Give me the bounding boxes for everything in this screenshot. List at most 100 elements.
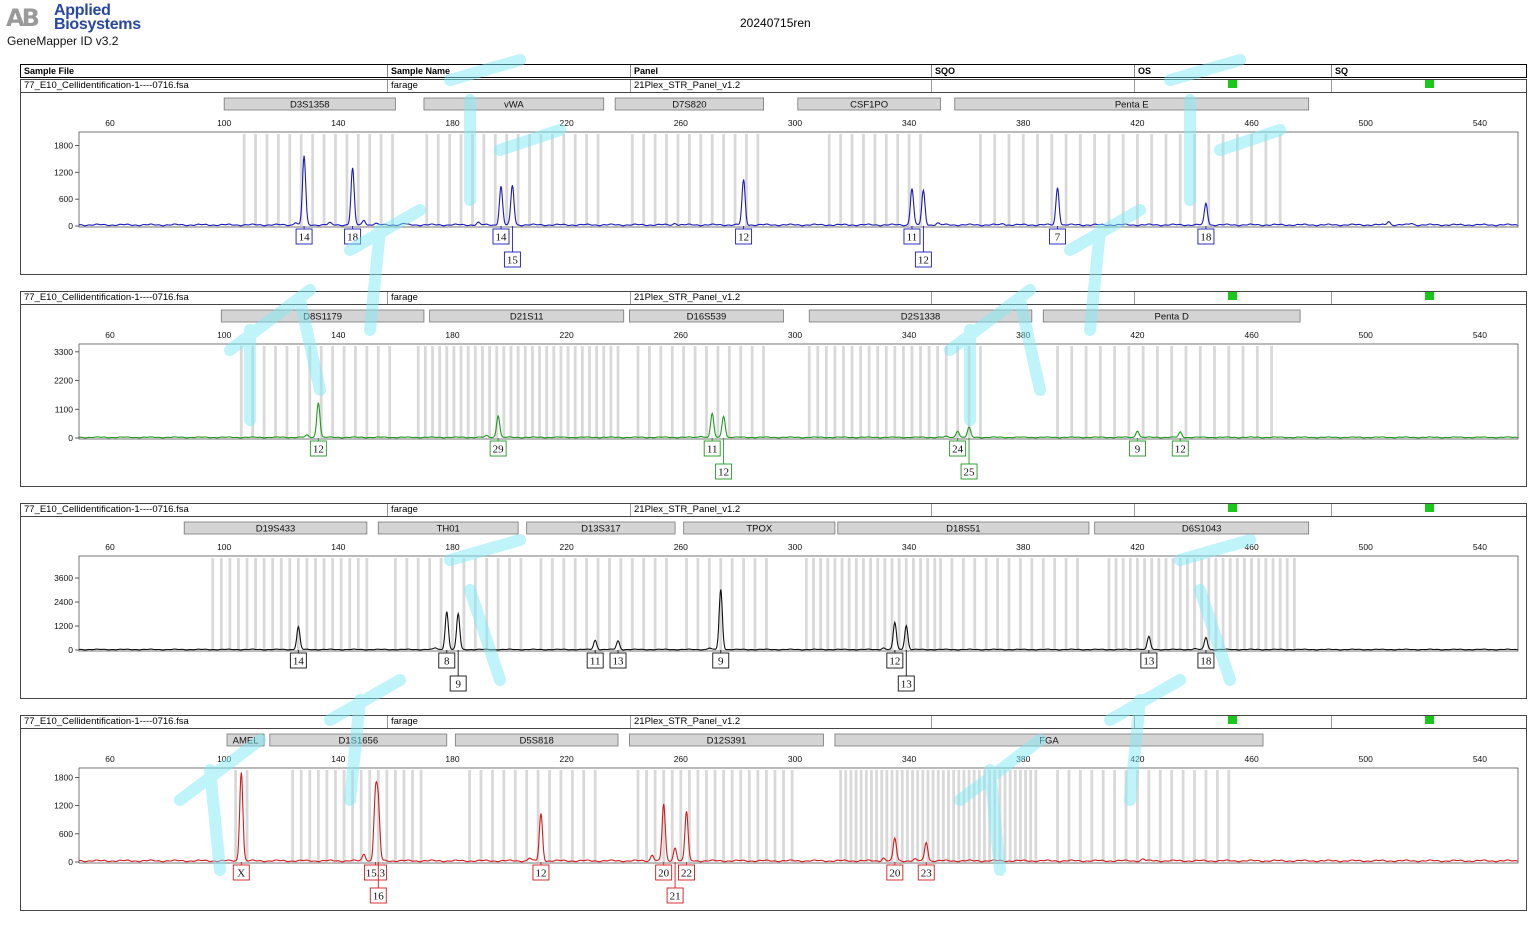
allele-bin — [876, 346, 880, 438]
allele-bin — [630, 134, 634, 226]
allele-bin — [473, 346, 477, 438]
allele-bin — [782, 770, 785, 862]
x-tick-label: 540 — [1473, 754, 1487, 764]
allele-bin — [983, 770, 986, 862]
allele-bin — [642, 558, 646, 650]
allele-bin — [682, 346, 686, 438]
allele-bin — [996, 558, 999, 650]
electropherogram-plot-blue[interactable]: D3S1358 vWA D7S820 CSF1PO Penta E60 100 140 180… — [21, 80, 1528, 276]
allele-bin — [342, 346, 346, 438]
electropherogram-plot-black[interactable]: D19S433 TH01 D13S317 TPOX D18S51 D6S1043 60 100… — [21, 504, 1528, 700]
allele-bin — [562, 558, 566, 650]
allele-bin — [1264, 558, 1268, 650]
column-divider — [387, 65, 388, 77]
allele-bin — [519, 558, 523, 650]
allele-bin — [807, 346, 811, 438]
allele-bin — [1084, 346, 1088, 438]
allele-bin — [468, 770, 472, 862]
allele-bin — [653, 134, 657, 226]
allele-bin — [488, 346, 491, 438]
allele-bin — [862, 134, 865, 226]
allele-label: 12 — [1175, 444, 1186, 456]
allele-bin — [679, 770, 683, 862]
allele-label: 12 — [738, 232, 749, 244]
marker-label: vWA — [504, 100, 524, 111]
plot-area — [78, 767, 1519, 864]
allele-bin — [596, 134, 600, 226]
allele-label: 18 — [1200, 232, 1212, 244]
marker-label: D7S820 — [672, 100, 706, 111]
allele-bin — [322, 134, 326, 226]
electropherogram-plot-green[interactable]: D8S1179 D21S11 D16S539 D2S1338 Penta D 60 100 1… — [21, 292, 1528, 488]
allele-bin — [897, 558, 901, 650]
column-header-panel[interactable]: Panel — [634, 66, 659, 76]
allele-bin — [1193, 558, 1196, 650]
allele-bin — [288, 134, 292, 226]
allele-bin — [262, 558, 266, 650]
allele-bin — [699, 134, 703, 226]
allele-bin — [425, 134, 429, 226]
allele-bin — [559, 346, 563, 438]
allele-bin — [912, 558, 915, 650]
allele-bin — [910, 346, 914, 438]
allele-bin — [365, 346, 369, 438]
allele-box — [712, 652, 730, 669]
allele-bin — [596, 558, 600, 650]
allele-bin — [245, 770, 249, 862]
allele-bin — [322, 558, 326, 650]
logo-line-1: Applied — [54, 2, 111, 19]
allele-bin — [237, 558, 240, 650]
column-header-sample-file[interactable]: Sample File — [24, 66, 75, 76]
allele-bin — [356, 134, 360, 226]
x-tick-label: 140 — [331, 754, 345, 764]
allele-bin — [642, 134, 646, 226]
x-tick-label: 140 — [331, 542, 345, 552]
electropherogram-plot-red[interactable]: AMEL D1S1656 D5S818 D12S391 FGA 60 100 140 180 22… — [21, 716, 1528, 912]
allele-bin — [516, 134, 520, 226]
y-tick-label: 0 — [68, 221, 73, 231]
column-header-sample-name[interactable]: Sample Name — [391, 66, 451, 76]
allele-bin — [730, 558, 734, 650]
allele-bin — [707, 558, 711, 650]
allele-bin — [445, 346, 449, 438]
allele-bin — [394, 558, 397, 650]
allele-bin — [1013, 770, 1017, 862]
x-tick-label: 420 — [1130, 118, 1144, 128]
allele-bin — [552, 346, 556, 438]
allele-bin — [339, 558, 343, 650]
allele-bin — [368, 770, 372, 862]
allele-bin — [308, 346, 312, 438]
allele-label: 13 — [1143, 656, 1155, 668]
y-tick-label: 3600 — [54, 573, 73, 583]
column-header-os[interactable]: OS — [1138, 66, 1152, 76]
allele-bin — [1053, 558, 1057, 650]
allele-bin — [550, 558, 554, 650]
allele-bin — [385, 770, 389, 862]
allele-bin — [359, 770, 363, 862]
allele-bin — [812, 558, 815, 650]
allele-bin — [662, 770, 666, 862]
allele-bin — [833, 558, 837, 650]
allele-bin — [516, 346, 520, 438]
column-header-sq[interactable]: SQ — [1335, 66, 1349, 76]
allele-bin — [952, 770, 956, 862]
allele-bin — [941, 770, 945, 862]
allele-bin — [1136, 558, 1139, 650]
allele-bin — [844, 770, 848, 862]
allele-bin — [944, 346, 948, 438]
allele-bin — [998, 770, 1002, 862]
x-tick-label: 500 — [1359, 754, 1373, 764]
column-header-sqo[interactable]: SQO — [935, 66, 956, 76]
allele-bin — [1029, 770, 1033, 862]
allele-box — [678, 864, 695, 881]
allele-bin — [1067, 770, 1071, 862]
allele-bin — [1008, 770, 1012, 862]
allele-bin — [1200, 558, 1204, 650]
allele-label: 11 — [907, 232, 918, 244]
x-tick-label: 420 — [1130, 542, 1144, 552]
marker-label: D12S391 — [707, 736, 747, 747]
allele-bin — [906, 770, 909, 862]
allele-bin — [388, 346, 392, 438]
allele-bin — [1064, 558, 1068, 650]
y-tick-label: 2200 — [54, 376, 73, 386]
